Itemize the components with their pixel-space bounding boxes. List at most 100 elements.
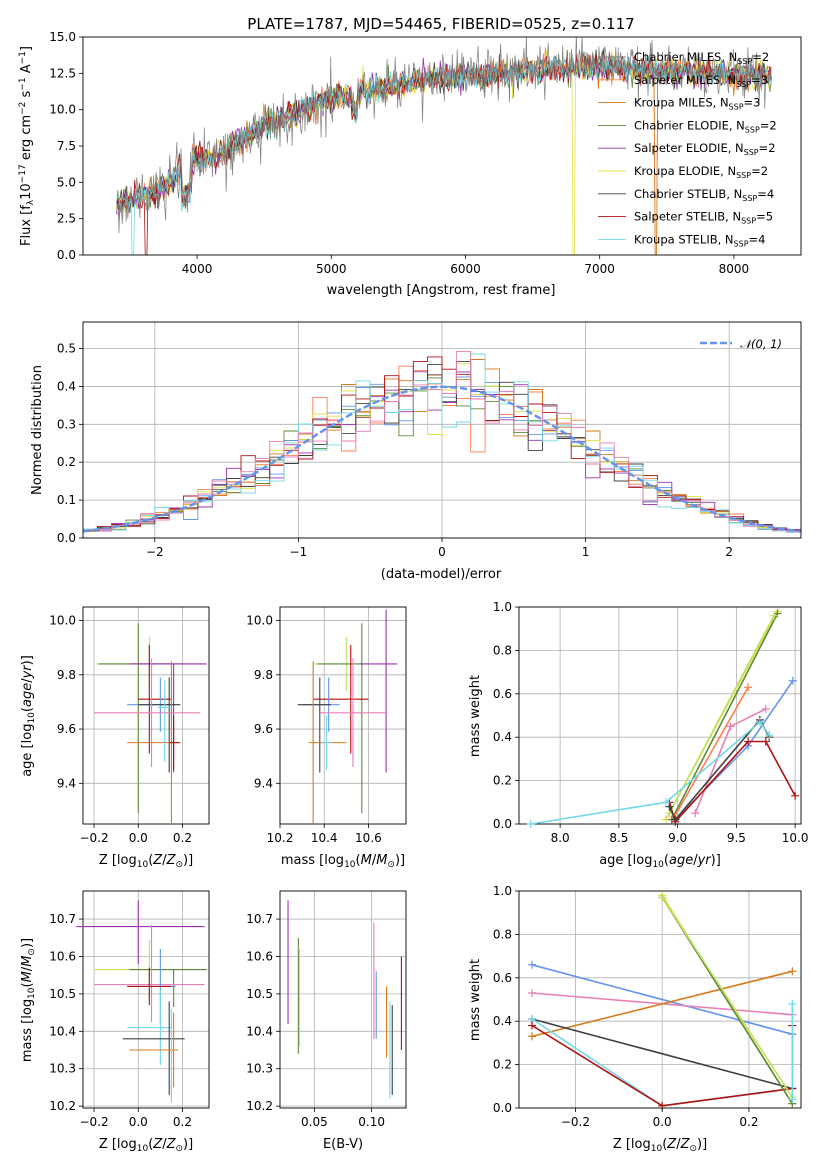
mass_weight_vs_Z-marker-0-0	[528, 960, 537, 969]
legend-label-4: Salpeter ELODIE, NSSP=2	[634, 141, 776, 157]
age-vs-mass-xlabel: mass [log10(M/M⊙)]	[281, 853, 405, 870]
age_vs_mass-ytick-label: 9.6	[254, 722, 273, 736]
mass_weight_vs_Z-xtick-label: 0.0	[653, 1115, 672, 1129]
mass_weight_vs_Z-xtick-label: −0.2	[561, 1115, 590, 1129]
mass_vs_Z-ytick-label: 10.2	[49, 1099, 76, 1113]
age_vs_mass-ytick-label: 9.8	[254, 668, 273, 682]
spectrum-ylabel: Flux [fλ10−17 erg cm−2 s−1 A−1]	[18, 46, 36, 246]
mass_weight_vs_age-marker-7-1	[671, 815, 680, 824]
spectrum-xtick-label: 7000	[584, 262, 615, 276]
spectrum-xtick-label: 5000	[316, 262, 347, 276]
residuals-ylabel: Normed distribution	[30, 365, 45, 495]
mass_vs_Z-ytick-label: 10.5	[49, 987, 76, 1001]
mass_weight_vs_age-marker-5-2	[761, 704, 770, 713]
age_vs_Z-xtick-label: −0.2	[79, 831, 108, 845]
age_vs_mass-ytick-label: 10.0	[246, 614, 273, 628]
mass-vs-ebv-frame	[279, 890, 407, 1109]
mass_weight_vs_age-marker-6-4	[791, 791, 800, 800]
spectrum-ytick-label: 15.0	[49, 30, 76, 44]
legend-label-2: Kroupa MILES, NSSP=3	[634, 96, 760, 112]
mass_weight_vs_age-marker-3-2	[788, 676, 797, 685]
mass_weight_vs_age-line-1	[670, 613, 779, 821]
spectrum-line-0	[116, 37, 772, 234]
mass_weight_vs_age-marker-2-1	[769, 611, 778, 620]
mass-vs-Z-ylabel: mass [log10(M/M⊙)]	[20, 938, 37, 1062]
mass_vs_ebv-ytick-label: 10.2	[246, 1099, 273, 1113]
mass_weight_vs_age-xtick-label: 9.0	[668, 831, 687, 845]
mass_weight_vs_Z-marker-9-1	[788, 1095, 797, 1104]
mass-vs-ebv-xlabel: E(B-V)	[323, 1137, 363, 1152]
age_vs_Z-ticks: −0.2 0.0 0.2 9.4 9.6 9.8 10.0	[49, 614, 192, 845]
age_vs_mass-ticks: 10.2 10.4 10.6 9.4 9.6 9.8 10.0	[246, 614, 381, 845]
mass_weight_vs_Z-line-8	[661, 897, 793, 1098]
mass_vs_ebv-grid	[280, 891, 406, 1108]
age_vs_mass-xtick-label: 10.6	[355, 831, 382, 845]
mass_weight_vs_Z-ticks: −0.2 0.0 0.2 0.0 0.2 0.4 0.6 0.8 1.0	[493, 884, 759, 1129]
mass_weight_vs_Z-marker-5-0	[528, 1021, 537, 1030]
spectrum-xlabel: wavelength [Angstrom, rest frame]	[327, 283, 556, 298]
age-vs-mass-panel: mass [log10(M/M⊙)] 10.2 10.4 10.6 9.4 9.6 9.8…	[246, 606, 407, 870]
legend-label-3: Chabrier ELODIE, NSSP=2	[634, 118, 777, 134]
mass_weight_vs_Z-marks	[528, 891, 797, 1110]
residuals-ytick-label: 0.2	[57, 455, 76, 469]
mass_vs_Z-ytick-label: 10.7	[49, 912, 76, 926]
mass_vs_ebv-ytick-label: 10.5	[246, 987, 273, 1001]
mass_vs_Z-xtick-label: −0.2	[79, 1115, 108, 1129]
mass-weight-vs-age-frame	[518, 606, 802, 825]
mass_weight_vs_age-marker-6-3	[761, 737, 770, 746]
spectrum-ytick-label: 7.5	[57, 139, 76, 153]
mass_vs_ebv-marks	[287, 900, 402, 1099]
age-vs-Z-ylabel: age [log10(age/yr)]	[20, 655, 37, 777]
mass_vs_ebv-xtick-label: 0.10	[358, 1115, 385, 1129]
mass_weight_vs_age-marker-7-0	[665, 802, 674, 811]
mass_weight_vs_age-marker-6-2	[744, 737, 753, 746]
residuals-ytick-label: 0.1	[57, 493, 76, 507]
mass_vs_Z-grid	[83, 891, 209, 1108]
mass_weight_vs_age-marker-4-1	[744, 683, 753, 692]
mass_weight_vs_age-marks	[526, 607, 800, 828]
spectrum-legend: Chabrier MILES, NSSP=2 Salpeter MILES, NS…	[598, 50, 777, 248]
age_vs_mass-grid	[279, 607, 406, 824]
mass_vs_Z-ytick-label: 10.3	[49, 1062, 76, 1076]
mass_weight_vs_age-xtick-label: 10.0	[782, 831, 809, 845]
age_vs_mass-xtick-label: 10.4	[311, 831, 338, 845]
residuals-ytick-label: 0.0	[57, 531, 76, 545]
mass_weight_vs_age-marker-8-1	[661, 798, 670, 807]
mass_vs_Z-marks	[76, 900, 207, 1103]
spectrum-xtick-label: 6000	[450, 262, 481, 276]
age-vs-Z-xlabel: Z [log10(Z/Z⊙)]	[99, 853, 193, 870]
age_vs_Z-ytick-label: 10.0	[49, 614, 76, 628]
age_vs_Z-marks	[94, 623, 207, 824]
mass-weight-vs-Z-frame	[518, 890, 802, 1109]
mass_vs_ebv-ytick-label: 10.4	[246, 1024, 273, 1038]
age_vs_mass-marks	[297, 609, 398, 824]
mass_weight_vs_Z-marker-2-1	[788, 967, 797, 976]
spectrum-ytick-label: 12.5	[49, 66, 76, 80]
spectrum-panel: PLATE=1787, MJD=54465, FIBERID=0525, z=0…	[18, 15, 802, 298]
mass-weight-vs-age-panel: age [log10(age/yr)] mass weight 8.0 8.5 9.…	[468, 600, 808, 870]
legend-label-6: Chabrier STELIB, NSSP=4	[634, 187, 774, 203]
mass_weight_vs_Z-ytick-label: 1.0	[493, 884, 512, 898]
residuals-ytick-label: 0.5	[57, 342, 76, 356]
residuals-frame	[82, 321, 802, 539]
mass-vs-Z-xlabel: Z [log10(Z/Z⊙)]	[99, 1137, 193, 1154]
mass_weight_vs_Z-marker-8-0	[658, 893, 667, 902]
legend-label-0: Chabrier MILES, NSSP=2	[634, 50, 769, 66]
mass_weight_vs_Z-ytick-label: 0.8	[493, 927, 512, 941]
spectrum-ytick-label: 0.0	[57, 248, 76, 262]
residuals-xlabel: (data-model)/error	[381, 567, 502, 582]
legend-label-8: Kroupa STELIB, NSSP=4	[634, 232, 765, 248]
mass_weight_vs_age-xtick-label: 8.5	[609, 831, 628, 845]
mass_weight_vs_age-xtick-label: 9.5	[727, 831, 746, 845]
age_vs_Z-ytick-label: 9.6	[57, 722, 76, 736]
age-vs-mass-frame	[279, 606, 407, 825]
age_vs_Z-grid	[83, 607, 209, 824]
mass_weight_vs_age-ytick-label: 0.4	[493, 730, 512, 744]
residuals-xtick-label: 2	[725, 545, 733, 559]
mass_weight_vs_Z-marker-9-0	[788, 999, 797, 1008]
mass_weight_vs_age-marker-8-3	[765, 731, 774, 740]
residuals-ytick-label: 0.3	[57, 417, 76, 431]
mass_weight_vs_age-ytick-label: 0.0	[493, 817, 512, 831]
age_vs_Z-ytick-label: 9.4	[57, 776, 76, 790]
